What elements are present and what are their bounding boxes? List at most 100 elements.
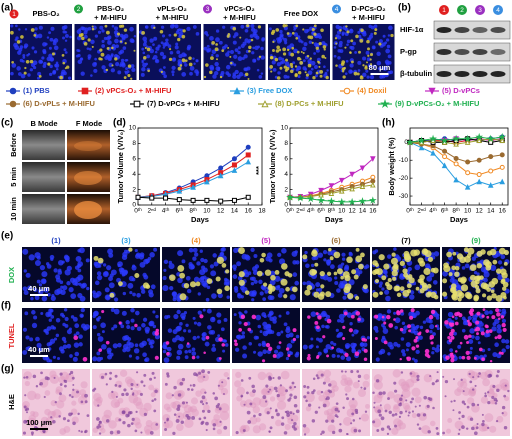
cell <box>141 67 146 72</box>
cell <box>97 257 104 264</box>
y-axis-label: Body weight (%) <box>387 137 396 196</box>
cell <box>293 385 297 389</box>
cell <box>129 26 134 32</box>
cell <box>485 264 492 271</box>
marker <box>476 157 482 163</box>
cell <box>25 335 30 340</box>
cell <box>150 344 154 349</box>
cell <box>98 423 101 427</box>
cell <box>290 419 294 422</box>
cell <box>503 394 507 398</box>
cell <box>305 76 309 80</box>
cell <box>163 268 167 272</box>
cell <box>127 73 131 78</box>
cell <box>384 409 388 413</box>
cell <box>283 74 288 79</box>
blot <box>433 64 511 84</box>
cell <box>155 46 160 51</box>
cell <box>186 343 191 349</box>
cell <box>416 413 421 417</box>
image-caption: PBS-O₂ <box>32 9 59 18</box>
cell <box>303 426 310 434</box>
cell <box>98 348 102 353</box>
cell <box>261 387 271 396</box>
cell <box>408 329 411 333</box>
cell <box>275 28 280 32</box>
cell <box>340 370 344 373</box>
cell <box>221 49 225 53</box>
cell <box>192 383 196 387</box>
cell <box>39 264 46 271</box>
cell <box>270 56 273 60</box>
cell <box>64 51 68 54</box>
legend-label: (7) D-vPCs + M-HIFU <box>147 99 220 108</box>
cell <box>476 422 479 426</box>
cell <box>461 387 471 396</box>
cell <box>433 251 440 257</box>
cell <box>117 70 122 75</box>
cell <box>465 350 470 355</box>
cell <box>177 277 183 284</box>
cell <box>150 392 156 398</box>
cell <box>203 416 207 420</box>
cell <box>101 330 105 334</box>
marker <box>464 183 471 190</box>
cell <box>339 423 342 426</box>
cell <box>153 26 156 29</box>
cell <box>340 275 345 280</box>
cell <box>243 321 248 327</box>
cell <box>56 400 65 409</box>
cell <box>414 264 421 271</box>
cell <box>276 400 287 410</box>
cell <box>52 70 56 75</box>
cell <box>251 276 256 282</box>
cell <box>257 351 263 357</box>
cell <box>130 326 135 331</box>
cell <box>315 71 319 75</box>
cell <box>349 404 357 411</box>
cell <box>375 357 380 362</box>
cell <box>333 271 338 276</box>
cell <box>350 314 355 319</box>
cell <box>293 427 297 431</box>
cell <box>415 286 420 291</box>
cell <box>212 343 216 347</box>
cell <box>359 38 364 43</box>
cell <box>188 56 192 61</box>
cell <box>273 349 279 354</box>
cell <box>294 73 298 78</box>
cell <box>204 341 210 347</box>
cell <box>59 75 63 80</box>
cell <box>299 58 302 61</box>
cell <box>149 431 154 435</box>
cell <box>193 62 196 66</box>
cell <box>466 405 470 409</box>
panel-label: (g) <box>1 364 14 375</box>
cell <box>283 322 288 327</box>
cell <box>186 342 190 345</box>
cell <box>119 33 124 38</box>
marker <box>218 198 224 204</box>
cell <box>271 60 276 65</box>
cell <box>348 279 355 286</box>
legend-label: (4) Doxil <box>357 86 387 95</box>
x-tick-label: 2ⁿᵈ <box>148 208 157 215</box>
cell <box>322 335 326 339</box>
marker <box>327 197 336 205</box>
cell <box>104 372 108 376</box>
cell <box>142 36 148 42</box>
cell <box>310 263 315 268</box>
cell <box>277 293 283 298</box>
cell <box>162 46 166 49</box>
cell <box>114 384 118 387</box>
cell <box>277 252 282 258</box>
cell <box>313 291 320 298</box>
cell <box>260 46 264 51</box>
cell <box>110 68 116 73</box>
cell <box>285 58 289 62</box>
cell <box>215 66 221 71</box>
cell <box>503 261 508 266</box>
cell <box>215 37 220 43</box>
cell <box>337 319 341 323</box>
cell <box>68 412 72 417</box>
